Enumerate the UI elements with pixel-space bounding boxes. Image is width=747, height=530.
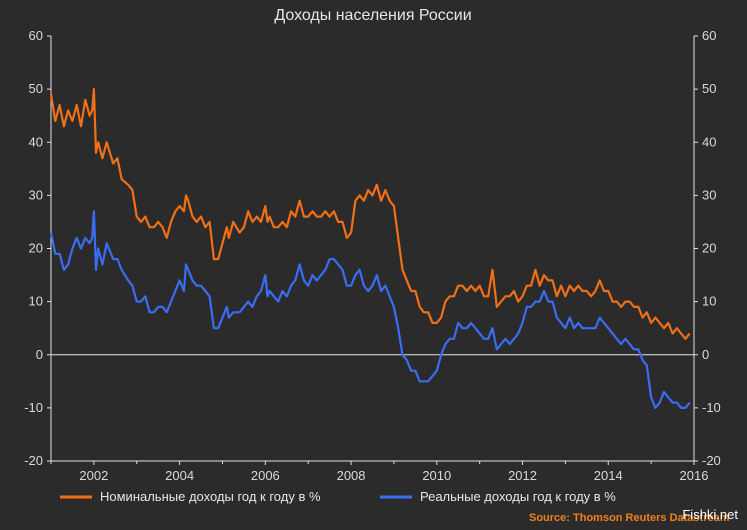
x-tick-label: 2002 [79,468,108,483]
watermark-text: Fishki.net [682,507,738,522]
y-tick-label-left: 30 [29,187,43,202]
y-tick-label-left: 50 [29,81,43,96]
x-tick-label: 2010 [422,468,451,483]
y-tick-label-right: 50 [702,81,716,96]
x-tick-label: 2016 [680,468,709,483]
y-tick-label-left: 40 [29,134,43,149]
y-tick-label-right: 40 [702,134,716,149]
axes: -20 -20 -10 -10 0 0 10 10 20 20 30 30 40 40 50 50 60 60 20… [24,28,721,483]
y-tick-label-right: 0 [702,347,709,362]
legend: Номинальные доходы год к году в % Реальн… [60,489,616,504]
y-tick-label-left: 60 [29,28,43,43]
series-layer [49,88,691,409]
y-tick-label-right: -20 [702,453,721,468]
series-line-real [49,210,691,409]
series-line-nominal [49,88,691,340]
legend-label-nominal: Номинальные доходы год к году в % [100,489,321,504]
source-note: Source: Thomson Reuters Datastream [529,512,730,524]
chart-title: Доходы населения России [274,7,471,24]
y-tick-label-left: 20 [29,241,43,256]
y-tick-label-left: -20 [24,453,43,468]
y-tick-label-left: 10 [29,294,43,309]
y-tick-label-right: -10 [702,400,721,415]
x-tick-label: 2004 [165,468,194,483]
x-tick-label: 2012 [508,468,537,483]
y-tick-label-left: 0 [36,347,43,362]
x-tick-label: 2006 [251,468,280,483]
y-tick-label-left: -10 [24,400,43,415]
y-tick-label-right: 20 [702,241,716,256]
y-tick-label-right: 30 [702,187,716,202]
legend-label-real: Реальные доходы год к году в % [420,489,616,504]
x-tick-label: 2008 [337,468,366,483]
y-tick-label-right: 60 [702,28,716,43]
y-tick-label-right: 10 [702,294,716,309]
x-tick-label: 2014 [594,468,623,483]
